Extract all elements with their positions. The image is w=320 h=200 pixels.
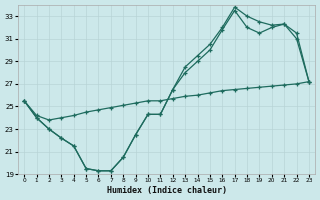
X-axis label: Humidex (Indice chaleur): Humidex (Indice chaleur) bbox=[107, 186, 227, 195]
